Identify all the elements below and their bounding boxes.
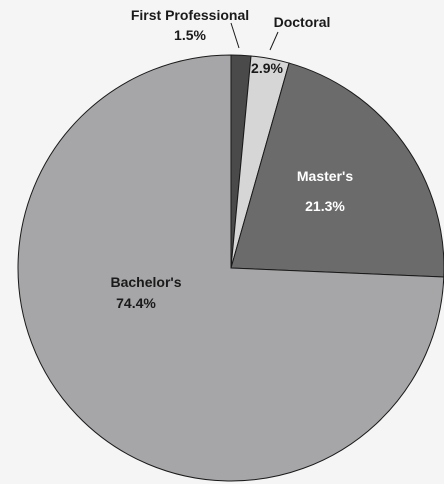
slice-name-label-first-professional: First Professional bbox=[131, 7, 249, 23]
pie-slice-master-s bbox=[230, 62, 444, 278]
slice-value-label-first-professional: 1.5% bbox=[174, 27, 206, 43]
slice-value-label-bachelor-s: 74.4% bbox=[116, 295, 156, 311]
leader-line-first-professional bbox=[230, 22, 240, 49]
slice-value-label-doctoral: 2.9% bbox=[251, 60, 283, 76]
slice-value-label-master-s: 21.3% bbox=[305, 198, 345, 214]
slice-name-label-bachelor-s: Bachelor's bbox=[110, 274, 181, 290]
pie-slice-bachelor-s bbox=[17, 54, 444, 482]
leader-line-doctoral bbox=[269, 31, 279, 51]
slice-name-label-doctoral: Doctoral bbox=[274, 14, 331, 30]
slice-name-label-master-s: Master's bbox=[297, 168, 353, 184]
